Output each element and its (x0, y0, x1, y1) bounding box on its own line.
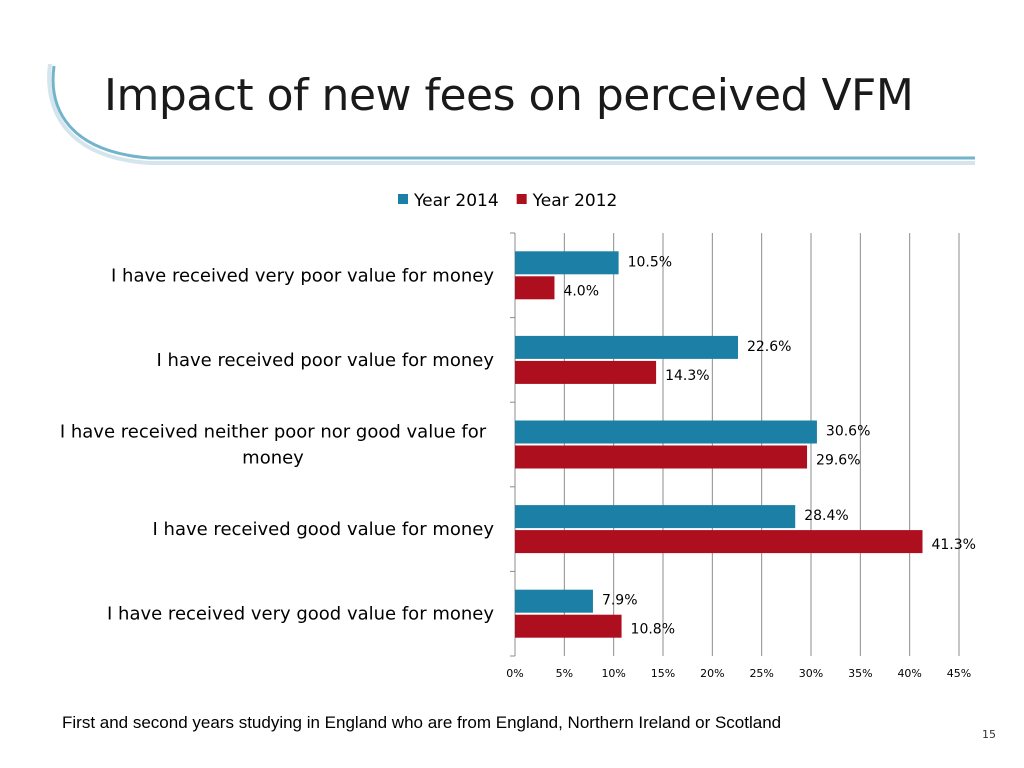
bar (515, 530, 923, 554)
category-label: money (242, 448, 304, 469)
slide-footnote: First and second years studying in Engla… (62, 713, 782, 732)
x-tick-label: 10% (601, 667, 625, 680)
x-tick-label: 15% (651, 667, 675, 680)
x-tick-label: 30% (799, 667, 823, 680)
bar (515, 276, 555, 300)
bar (515, 251, 619, 275)
data-label: 10.5% (628, 254, 672, 270)
bar (515, 360, 657, 384)
bar (515, 614, 622, 638)
x-tick-label: 0% (506, 667, 523, 680)
data-label: 22.6% (747, 339, 791, 355)
data-label: 14.3% (665, 368, 709, 384)
slide-title: Impact of new fees on perceived VFM (104, 70, 914, 121)
swoosh-shadow (47, 63, 975, 165)
data-label: 30.6% (826, 424, 870, 440)
category-label: I have received neither poor nor good va… (60, 422, 487, 443)
page-number: 15 (982, 727, 996, 741)
category-label: I have received poor value for money (157, 350, 495, 371)
bar (515, 420, 817, 444)
vfm-bar-chart: 0% 5% 10% 15% 20% 25% 30% 35% 40% 45% 10.5% 4.0% I h… (60, 191, 976, 680)
data-label: 28.4% (804, 508, 848, 524)
data-label: 10.8% (631, 622, 675, 638)
x-tick-label: 45% (947, 667, 971, 680)
x-tick-label: 25% (749, 667, 773, 680)
legend-label: Year 2012 (532, 191, 618, 211)
legend-swatch (398, 194, 408, 204)
legend-label: Year 2014 (413, 191, 499, 211)
data-label: 41.3% (931, 537, 975, 553)
bar (515, 589, 593, 613)
bar (515, 335, 738, 359)
x-tick-label: 20% (700, 667, 724, 680)
category-label: I have received very poor value for mone… (111, 265, 494, 286)
bar (515, 445, 808, 469)
x-tick-label: 35% (848, 667, 872, 680)
x-tick-label: 5% (556, 667, 573, 680)
legend-swatch (516, 194, 527, 204)
swoosh-curve (51, 65, 975, 160)
bar (515, 505, 796, 529)
x-tick-label: 40% (897, 667, 921, 680)
data-label: 4.0% (563, 283, 599, 299)
data-label: 29.6% (816, 453, 860, 469)
data-label: 7.9% (602, 593, 638, 609)
category-label: I have received very good value for mone… (107, 604, 494, 625)
category-label: I have received good value for money (153, 519, 495, 540)
